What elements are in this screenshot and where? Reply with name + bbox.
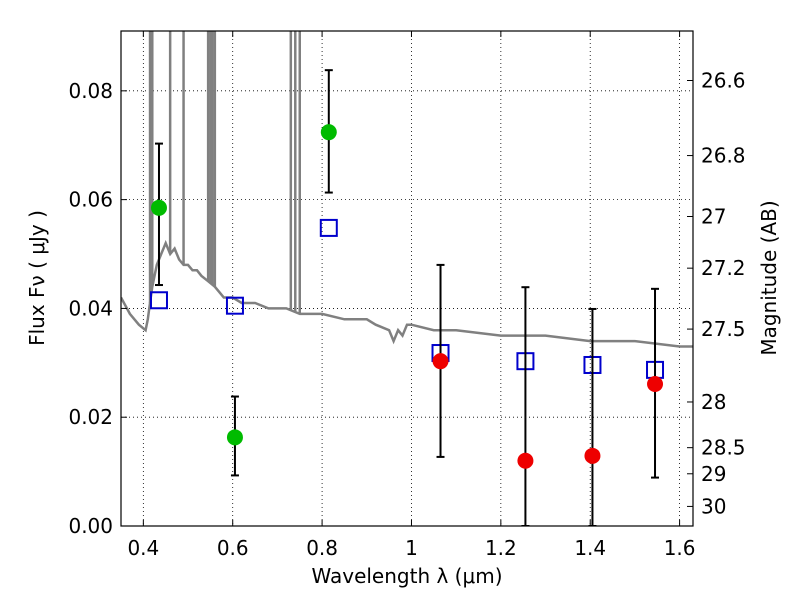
x-axis-label: Wavelength λ (μm) — [311, 564, 502, 588]
x-tick-label: 1.4 — [574, 536, 606, 560]
model-photometry-square — [149, 291, 168, 310]
detection-point — [647, 376, 664, 393]
x-tick-label: 1 — [405, 536, 418, 560]
y2-tick-label: 27.5 — [701, 317, 746, 341]
x-tick-label: 0.8 — [306, 536, 338, 560]
y2-tick-label: 29 — [701, 462, 726, 486]
x-tick-label: 1.6 — [664, 536, 696, 560]
y2-tick-label: 28 — [701, 390, 726, 414]
detection-point — [517, 452, 534, 469]
spectrum-line — [121, 239, 693, 348]
plot-area — [121, 31, 693, 526]
detection-point — [432, 353, 449, 370]
y2-tick-label: 26.6 — [701, 69, 746, 93]
y-tick-label: 0.00 — [68, 514, 113, 538]
y2-tick-label: 26.8 — [701, 144, 746, 168]
y-tick-label: 0.02 — [68, 405, 113, 429]
y-tick-label: 0.08 — [68, 79, 113, 103]
y2-tick-label: 27 — [701, 204, 726, 228]
x-tick-label: 0.6 — [217, 536, 249, 560]
detection-point — [320, 124, 337, 141]
model-photometry-square — [319, 218, 338, 237]
model-photometry-square — [225, 296, 244, 315]
x-tick-label: 1.2 — [485, 536, 517, 560]
grid — [121, 31, 693, 527]
y2-tick-label: 30 — [701, 494, 726, 518]
plot-frame — [120, 30, 694, 527]
y2-tick-label: 28.5 — [701, 436, 746, 460]
y-axis-label: Flux Fν ( μJy ) — [25, 210, 49, 346]
detection-point — [150, 199, 167, 216]
detection-point — [226, 429, 243, 446]
y2-tick-label: 27.2 — [701, 256, 746, 280]
y-tick-label: 0.06 — [68, 188, 113, 212]
axes: 0.4 0.6 0.8 1 1.2 1.4 1.6 0.00 0.02 0.04 0.06 0.08 2… — [68, 31, 746, 560]
y-tick-label: 0.04 — [68, 296, 113, 320]
x-tick-label: 0.4 — [127, 536, 159, 560]
y2-axis-label: Magnitude (AB) — [757, 200, 781, 355]
detection-point — [584, 447, 601, 464]
